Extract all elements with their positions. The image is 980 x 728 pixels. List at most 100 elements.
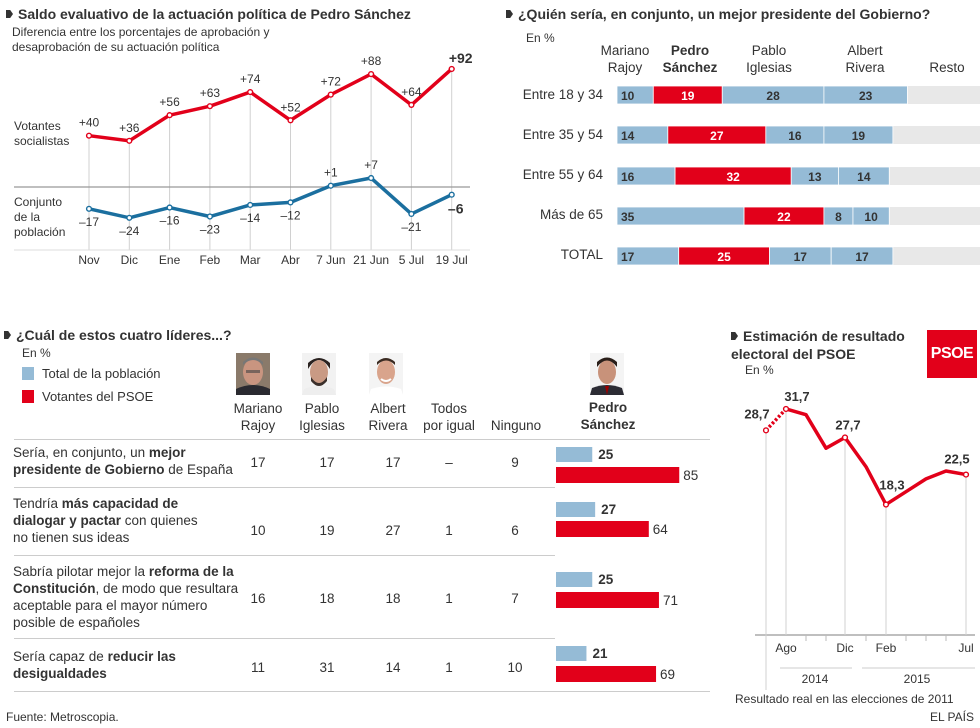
data-label: –6 <box>448 201 464 217</box>
x-tick-label: Feb <box>876 641 897 655</box>
chart1-title-row: Saldo evaluativo de la actuación polític… <box>6 6 411 22</box>
chart1-title: Saldo evaluativo de la actuación polític… <box>18 6 411 22</box>
x-tick-label: 7 Jun <box>316 253 345 267</box>
series-name-population: Conjunto de la población <box>14 195 66 239</box>
bar-psoe-voters <box>556 467 680 483</box>
table-cell: 1 <box>445 591 453 606</box>
brand-text: EL PAÍS <box>929 710 974 724</box>
x-tick-label: Jul <box>958 641 973 655</box>
data-point <box>782 405 790 413</box>
col-header-rajoy: Mariano Rajoy <box>233 401 283 433</box>
header-rivera: Albert Rivera <box>845 43 885 75</box>
col-header-iglesias: Pablo Iglesias <box>299 401 345 433</box>
bullet-icon <box>4 331 11 339</box>
col-header-todos: Todos por igual <box>423 401 475 433</box>
text-part-bold: reforma de la Constitución <box>13 564 234 596</box>
bar-value-label: 17 <box>855 250 869 264</box>
bar-value-label: 14 <box>621 129 635 143</box>
chart3-title: ¿Cuál de estos cuatro líderes...? <box>16 327 232 343</box>
data-point <box>882 501 890 508</box>
row-divider <box>14 555 555 556</box>
bar-label-total: 25 <box>598 572 614 587</box>
text-part: Sería, en conjunto, un <box>13 445 149 460</box>
text-part-bold: reducir las desigualdades <box>13 649 176 681</box>
estimate-line <box>785 407 967 507</box>
bar-value-label: 19 <box>852 129 866 143</box>
table-cell: 16 <box>250 591 265 606</box>
bullet-icon <box>506 10 513 18</box>
bullet-icon <box>6 10 13 18</box>
table-cell: 9 <box>511 455 519 470</box>
data-label: –21 <box>401 220 421 234</box>
bar-value-label: 10 <box>621 89 635 103</box>
bar-value-label: 14 <box>857 170 871 184</box>
row-divider <box>14 439 710 440</box>
table-cell: 19 <box>319 523 334 538</box>
series-name-socialists: Votantes socialistas <box>14 119 70 148</box>
bar-value-label: 25 <box>717 250 731 264</box>
data-point <box>206 103 214 110</box>
data-point <box>448 191 455 198</box>
data-label: 22,5 <box>944 452 969 467</box>
bar-psoe-voters <box>556 666 657 682</box>
table-row-label: Sería, en conjunto, un mejor presidente … <box>13 444 248 478</box>
row-label: Entre 55 y 64 <box>522 167 603 182</box>
data-label: 27,7 <box>835 417 860 432</box>
data-label: –12 <box>280 208 300 222</box>
table-cell: 17 <box>319 455 334 470</box>
bar-psoe-voters <box>556 592 659 608</box>
bar-value-label: 16 <box>621 170 635 184</box>
data-label: –23 <box>200 223 220 237</box>
text-part: Sabría pilotar mejor la <box>13 564 149 579</box>
header-sanchez: Pedro Sánchez <box>662 43 718 75</box>
psoe-logo: PSOE <box>927 330 977 378</box>
data-point <box>85 205 93 212</box>
table-cell: 10 <box>507 660 522 675</box>
bar-value-label: 27 <box>710 129 724 143</box>
row-divider <box>14 638 555 639</box>
bar-value-label: 22 <box>777 210 791 224</box>
bar-value-label: 13 <box>808 170 822 184</box>
data-label: +1 <box>324 166 338 180</box>
data-label: –16 <box>160 214 180 228</box>
bar-value-label: 17 <box>794 250 808 264</box>
table-cell: 31 <box>319 660 334 675</box>
bar-label-psoe: 69 <box>660 667 675 682</box>
data-label: 18,3 <box>879 478 904 493</box>
text-part: Sería capaz de <box>13 649 108 664</box>
legend-label: Votantes del PSOE <box>42 389 154 404</box>
bar-value-label: 28 <box>766 89 780 103</box>
data-point <box>85 132 93 139</box>
data-label: –14 <box>240 211 260 225</box>
table-cell: 18 <box>385 591 400 606</box>
table-cell: – <box>445 455 453 470</box>
year-label: 2014 <box>802 672 829 686</box>
chart2-title-row: ¿Quién sería, en conjunto, un mejor pres… <box>506 6 930 22</box>
chart4-title-row: Estimación de resultado electoral del PS… <box>731 327 921 363</box>
data-label: +36 <box>119 121 140 135</box>
bar-total-population <box>556 646 587 661</box>
bullet-icon <box>731 332 738 340</box>
chart2-unit: En % <box>526 31 555 45</box>
data-point <box>368 70 375 78</box>
text-part: , de modo que resultara aceptable para e… <box>13 581 239 630</box>
data-point <box>247 201 254 209</box>
photo-iglesias <box>302 353 336 395</box>
legend-label: Total de la población <box>42 366 161 381</box>
table-row-label: Sabría pilotar mejor la reforma de la Co… <box>13 563 243 631</box>
bar-segment <box>616 206 745 226</box>
dotted-line-2011 <box>764 407 788 432</box>
bar-value-label: 10 <box>864 210 878 224</box>
data-point <box>166 112 173 119</box>
chart3-title-row: ¿Cuál de estos cuatro líderes...? <box>4 327 232 343</box>
bar-label-psoe: 71 <box>663 593 678 608</box>
table-cell: 27 <box>385 523 400 538</box>
row-divider <box>14 691 710 692</box>
year-label: 2015 <box>904 672 931 686</box>
bar-segment <box>852 206 890 226</box>
data-point <box>408 101 415 108</box>
row-label: Entre 35 y 54 <box>522 127 603 142</box>
x-tick-label: Ene <box>159 253 181 267</box>
header-resto: Resto <box>929 60 965 75</box>
